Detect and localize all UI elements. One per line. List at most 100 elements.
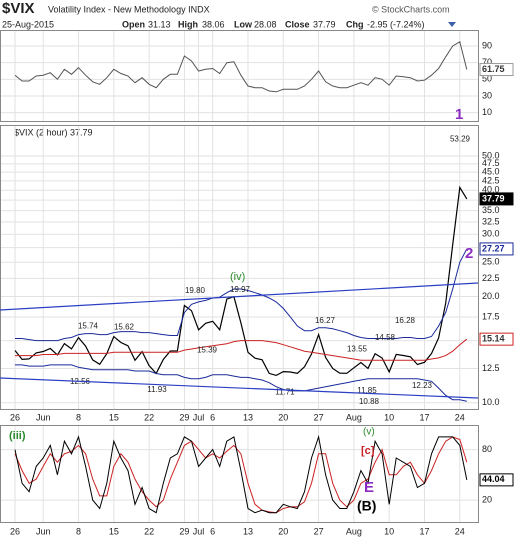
y-tick-label: 30	[482, 90, 492, 100]
y-tick-label: 20	[482, 494, 492, 504]
price-panel	[0, 125, 479, 410]
point-label: 16.27	[315, 316, 336, 325]
wave-label: (v)	[363, 427, 375, 438]
low-label: Low	[234, 19, 253, 29]
open-label: Open	[122, 19, 145, 29]
y-tick-label: 30.0	[482, 229, 500, 239]
close: 37.79	[313, 19, 336, 29]
value-box	[479, 192, 514, 206]
high-label: High	[178, 19, 198, 29]
x-tick-label: 22	[144, 412, 154, 422]
x-tick-label: 8	[76, 526, 81, 536]
y-tick-label: 90	[482, 40, 492, 50]
value-label: 15.14	[482, 334, 505, 344]
point-label: 15.62	[114, 322, 135, 331]
point-label: 11.93	[147, 385, 167, 394]
y-tick-label: 50.0	[482, 150, 500, 160]
close-label: Close	[285, 19, 310, 29]
x-tick-label: Aug	[346, 412, 362, 422]
rsi-panel	[0, 30, 479, 122]
series-line	[15, 248, 468, 342]
x-tick-label: 13	[243, 526, 253, 536]
y-tick-label: 40.0	[482, 185, 500, 195]
wave-label: E	[364, 479, 374, 496]
y-tick-label: 25.0	[482, 257, 500, 267]
series-line	[14, 41, 468, 93]
y-tick-label: 70	[482, 57, 492, 67]
y-tick-label: 45.0	[482, 167, 500, 177]
point-label: 13.55	[347, 344, 368, 353]
x-tick-label: 26	[10, 526, 20, 536]
wave-label: [c]	[361, 445, 375, 457]
index-name: Volatility Index - New Methodology INDX	[48, 4, 210, 14]
chg-label: Chg	[346, 19, 364, 29]
wave-label: (B)	[357, 498, 376, 514]
point-label: 15.39	[197, 346, 218, 355]
point-label: 10.88	[359, 397, 380, 406]
x-tick-label: 29	[179, 526, 189, 536]
x-tick-label: Jun	[36, 526, 51, 536]
y-tick-label: 32.5	[482, 216, 500, 226]
x-tick-label: 15	[109, 412, 119, 422]
y-tick-label: 10	[482, 107, 492, 117]
x-tick-label: 24	[455, 526, 465, 536]
point-label: 11.71	[275, 388, 295, 397]
x-tick-label: 6	[210, 526, 215, 536]
legend: $VIX (2 hour) 37.79	[14, 127, 93, 137]
value-box	[479, 63, 514, 77]
x-tick-label: 29	[179, 412, 189, 422]
value-label: 61.75	[482, 64, 505, 74]
point-label: 19.97	[230, 285, 251, 294]
x-tick-label: Aug	[346, 526, 362, 536]
point-label: 19.80	[185, 286, 206, 295]
chg: -2.95 (-7.24%)	[367, 19, 425, 29]
trend-line	[0, 282, 479, 311]
y-tick-label: 20.0	[482, 291, 500, 301]
point-label: 16.28	[395, 316, 416, 325]
stoch-panel	[0, 425, 479, 523]
symbol: $VIX	[2, 0, 35, 17]
series-line	[14, 436, 468, 514]
y-tick-label: 50	[482, 74, 492, 84]
wave-label: (iii)	[9, 430, 26, 442]
value-box	[479, 242, 514, 256]
source: © StockCharts.com	[372, 4, 450, 14]
series-line	[15, 364, 467, 402]
value-label: 27.27	[482, 243, 505, 253]
value-box	[479, 332, 514, 346]
wave-label: 1	[455, 106, 463, 123]
x-tick-label: 8	[76, 412, 81, 422]
x-tick-label: 27	[314, 412, 324, 422]
x-tick-label: 13	[243, 412, 253, 422]
x-tick-label: Jun	[36, 412, 51, 422]
x-tick-label: 10	[384, 412, 394, 422]
y-tick-label: 22.5	[482, 273, 500, 283]
x-tick-label: Jul	[193, 412, 205, 422]
dropdown-arrow[interactable]	[448, 22, 456, 27]
value-label: 44.04	[482, 474, 505, 484]
point-label: 11.85	[357, 386, 377, 395]
x-tick-label: 22	[144, 526, 154, 536]
y-tick-label: 42.5	[482, 175, 500, 185]
x-tick-label: 27	[314, 526, 324, 536]
x-tick-label: 10	[384, 526, 394, 536]
x-tick-label: 20	[278, 526, 288, 536]
series-line	[15, 338, 468, 361]
y-tick-label: 47.5	[482, 158, 500, 168]
y-tick-label: 17.5	[482, 311, 500, 321]
open: 31.13	[148, 19, 171, 29]
y-tick-label: 35.0	[482, 205, 500, 215]
low: 28.08	[254, 19, 277, 29]
x-tick-label: 20	[278, 412, 288, 422]
x-tick-label: 6	[210, 412, 215, 422]
y-tick-label: 80	[482, 444, 492, 454]
y-tick-label: 10.0	[482, 397, 500, 407]
wave-label: (iv)	[230, 271, 245, 283]
value-label: 37.79	[482, 193, 505, 203]
x-tick-label: Jul	[193, 526, 205, 536]
x-tick-label: 17	[419, 526, 429, 536]
series-line	[14, 185, 468, 377]
high: 38.06	[202, 19, 225, 29]
y-tick-label: 12.5	[482, 363, 500, 373]
